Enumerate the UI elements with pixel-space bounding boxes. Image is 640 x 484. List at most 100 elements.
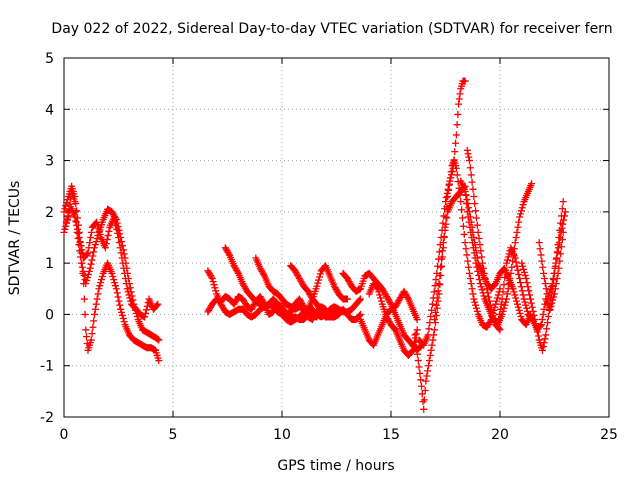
data-point <box>510 288 518 296</box>
data-point <box>452 131 460 139</box>
data-point <box>522 275 530 283</box>
data-point <box>116 244 124 252</box>
data-point <box>507 269 515 277</box>
data-point <box>121 269 129 277</box>
data-point <box>554 249 562 257</box>
data-point <box>207 273 215 281</box>
data-point <box>472 214 480 222</box>
data-point <box>516 210 524 218</box>
data-point <box>113 225 121 233</box>
data-point <box>458 206 466 214</box>
data-point <box>537 322 545 330</box>
data-point <box>447 171 455 179</box>
data-point <box>83 277 91 285</box>
data-point <box>428 306 436 314</box>
data-point <box>512 294 520 302</box>
data-point <box>434 262 442 270</box>
data-point <box>498 310 506 318</box>
data-point <box>414 357 422 365</box>
data-point <box>472 207 480 215</box>
data-point <box>506 275 514 283</box>
data-point <box>520 295 528 303</box>
data-point <box>485 293 493 301</box>
series-sat-o <box>431 182 537 329</box>
data-point <box>513 297 521 305</box>
data-point <box>356 311 364 319</box>
data-point <box>496 285 504 293</box>
data-point <box>115 234 122 241</box>
data-point <box>63 196 71 204</box>
data-point <box>496 326 504 334</box>
data-point <box>435 248 443 256</box>
data-point <box>426 351 434 359</box>
data-point <box>551 285 559 293</box>
y-tick-label: 3 <box>45 154 54 170</box>
data-point <box>313 282 321 290</box>
data-point <box>448 167 456 175</box>
data-point <box>540 269 548 277</box>
data-point <box>478 286 486 294</box>
data-point <box>425 357 433 365</box>
chart-title: Day 022 of 2022, Sidereal Day-to-day VTE… <box>51 21 612 37</box>
data-point <box>541 335 549 343</box>
data-point <box>439 239 447 247</box>
data-point <box>493 294 501 302</box>
data-point <box>63 199 71 207</box>
data-point <box>120 264 128 272</box>
data-point <box>503 256 511 264</box>
data-point <box>432 311 440 319</box>
data-point <box>84 249 92 257</box>
data-point <box>510 245 518 253</box>
data-point <box>477 247 485 255</box>
data-point <box>504 253 512 261</box>
data-point <box>437 263 445 271</box>
data-point <box>540 305 548 313</box>
data-point <box>542 285 550 293</box>
data-point <box>503 295 511 303</box>
data-point <box>539 310 547 318</box>
data-point <box>154 300 162 308</box>
data-point <box>478 253 486 261</box>
data-point <box>91 305 99 313</box>
data-point <box>515 218 523 226</box>
data-point <box>473 254 481 262</box>
data-point <box>127 297 135 305</box>
data-point <box>374 285 382 293</box>
data-point <box>420 405 428 413</box>
data-point <box>513 300 521 308</box>
data-point <box>465 153 473 161</box>
data-point <box>377 297 385 305</box>
data-point <box>503 259 511 267</box>
data-point <box>472 244 480 252</box>
data-point <box>94 224 102 232</box>
data-point <box>548 299 556 307</box>
data-layer <box>60 77 569 413</box>
data-point <box>313 313 321 321</box>
data-point <box>209 278 217 286</box>
data-point <box>115 297 123 305</box>
data-point <box>466 213 474 221</box>
data-point <box>539 342 547 350</box>
data-point <box>502 298 510 306</box>
data-point <box>499 288 507 296</box>
data-point <box>441 205 449 213</box>
data-point <box>457 198 465 206</box>
data-point <box>421 387 429 395</box>
data-point <box>74 225 82 233</box>
data-point <box>424 367 432 375</box>
data-point <box>101 244 109 252</box>
data-point <box>508 263 516 271</box>
data-point <box>439 219 447 227</box>
data-point <box>523 279 531 287</box>
x-axis-label: GPS time / hours <box>277 458 394 474</box>
x-tick-label: 15 <box>382 427 400 443</box>
data-point <box>425 325 433 333</box>
x-tick-label: 0 <box>60 427 69 443</box>
data-point <box>545 292 553 300</box>
data-point <box>433 294 441 302</box>
data-point <box>153 301 161 309</box>
data-point <box>85 244 93 252</box>
data-point <box>471 200 479 208</box>
series-sat-c <box>62 203 162 321</box>
data-point <box>260 270 268 278</box>
